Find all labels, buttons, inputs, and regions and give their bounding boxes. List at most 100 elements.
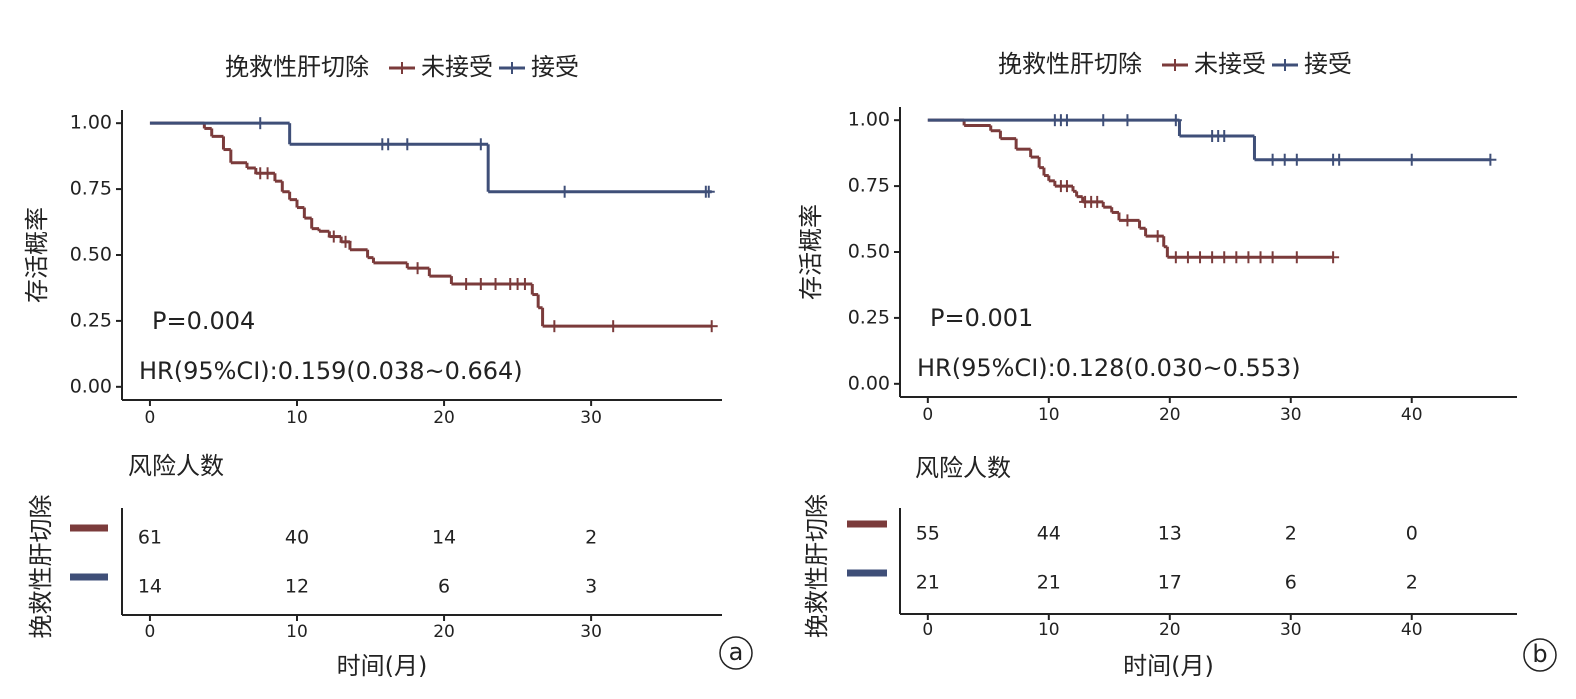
censor-mark (327, 230, 340, 243)
y-tick-label: 0.25 (848, 306, 890, 328)
censor-mark (607, 320, 620, 333)
risk-x-tick-label: 30 (580, 622, 602, 642)
risk-count: 55 (916, 523, 940, 545)
risk-count: 40 (285, 527, 309, 549)
risk-count: 44 (1037, 523, 1061, 545)
risk-count: 6 (1285, 572, 1297, 594)
y-tick-label: 0.00 (70, 375, 112, 397)
censor-mark (1266, 153, 1279, 166)
risk-x-tick-label: 20 (1159, 620, 1181, 640)
y-tick-label: 0.00 (848, 372, 890, 394)
risk-count: 61 (138, 527, 162, 549)
censor-mark (460, 278, 473, 290)
censor-mark (1151, 230, 1164, 243)
risk-count: 14 (432, 527, 456, 549)
x-axis-label: 时间(月) (1123, 652, 1214, 680)
km-curve (927, 118, 1334, 259)
censor-mark (261, 167, 274, 180)
censor-mark (1266, 251, 1279, 264)
risk-count: 0 (1406, 523, 1418, 545)
risk-count: 2 (585, 527, 597, 549)
risk-x-tick-label: 30 (1280, 620, 1302, 640)
risk-group-label: 挽救性肝切除 (27, 495, 55, 639)
y-tick-label: 0.75 (848, 175, 890, 197)
censor-mark (1254, 251, 1267, 264)
censor-mark (518, 278, 531, 290)
x-tick-label: 10 (1038, 405, 1060, 425)
censor-mark (1097, 114, 1110, 127)
censor-mark (1218, 251, 1231, 264)
risk-count: 14 (138, 576, 162, 598)
risk-count: 21 (916, 572, 940, 594)
y-tick-label: 0.75 (70, 178, 112, 200)
censor-mark (1181, 251, 1194, 264)
x-axis-label: 时间(月) (337, 652, 428, 680)
annotation: HR(95%CI):0.159(0.038~0.664) (139, 357, 523, 385)
risk-x-tick-label: 20 (433, 622, 455, 642)
x-tick-label: 30 (580, 408, 602, 428)
x-tick-label: 20 (433, 408, 455, 428)
censor-mark (1121, 114, 1134, 127)
annotation: P=0.001 (930, 304, 1033, 332)
censor-mark (702, 185, 715, 198)
censor-mark (401, 138, 414, 151)
legend-label: 接受 (531, 53, 579, 81)
x-tick-label: 0 (922, 405, 933, 425)
y-tick-label: 1.00 (70, 112, 112, 134)
censor-mark (1060, 180, 1073, 193)
legend-label: 未接受 (421, 53, 493, 81)
risk-count: 12 (285, 576, 309, 598)
risk-count: 2 (1406, 572, 1418, 594)
censor-mark (1121, 214, 1134, 227)
risk-x-tick-label: 0 (145, 622, 156, 642)
censor-mark (474, 138, 487, 151)
censor-mark (1060, 114, 1073, 127)
censor-mark (1169, 114, 1182, 127)
censor-mark (1194, 251, 1207, 264)
y-tick-label: 0.50 (70, 244, 112, 266)
y-tick-label: 1.00 (848, 109, 890, 131)
annotation: P=0.004 (152, 307, 255, 335)
censor-mark (558, 185, 571, 198)
panel-label: b (1532, 640, 1547, 668)
censor-mark (1333, 153, 1346, 166)
annotation: HR(95%CI):0.128(0.030~0.553) (917, 354, 1301, 382)
censor-mark (411, 262, 424, 275)
risk-count: 17 (1158, 572, 1182, 594)
y-axis-label: 存活概率 (797, 204, 825, 300)
risk-title: 风险人数 (915, 454, 1011, 482)
panel-label-circle (719, 636, 753, 670)
censor-mark (1091, 195, 1104, 208)
risk-count: 3 (585, 576, 597, 598)
censor-mark (1218, 130, 1231, 142)
km-curve (149, 121, 712, 194)
km-curve (149, 121, 712, 328)
censor-mark (254, 117, 267, 130)
y-tick-label: 0.50 (848, 241, 890, 263)
panel-label: a (729, 638, 744, 666)
risk-group-label: 挽救性肝切除 (803, 494, 831, 638)
risk-count: 2 (1285, 523, 1297, 545)
censor-mark (1278, 153, 1291, 166)
legend-title: 挽救性肝切除 (998, 50, 1142, 78)
x-tick-label: 10 (286, 408, 308, 428)
legend-label: 接受 (1304, 50, 1352, 78)
legend-label: 未接受 (1194, 50, 1266, 78)
risk-count: 6 (438, 576, 450, 598)
y-tick-label: 0.25 (70, 309, 112, 331)
risk-count: 13 (1158, 523, 1182, 545)
censor-mark (339, 235, 352, 248)
censor-mark (1206, 251, 1219, 264)
x-tick-label: 20 (1159, 405, 1181, 425)
censor-mark (705, 320, 718, 333)
censor-mark (1290, 153, 1303, 166)
risk-x-tick-label: 0 (922, 620, 933, 640)
censor-mark (382, 138, 395, 151)
censor-mark (1290, 251, 1303, 264)
risk-x-tick-label: 40 (1401, 620, 1423, 640)
censor-mark (489, 278, 502, 290)
censor-mark (1169, 251, 1182, 264)
censor-mark (1484, 153, 1497, 166)
risk-x-tick-label: 10 (1038, 620, 1060, 640)
